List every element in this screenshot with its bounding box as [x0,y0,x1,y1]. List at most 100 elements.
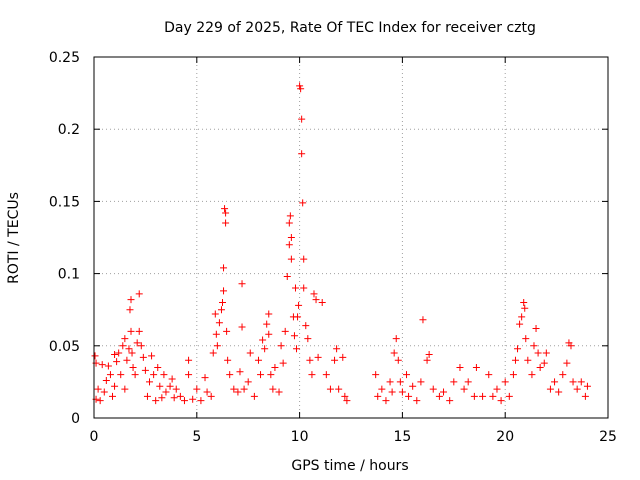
data-point [285,219,293,227]
data-point [290,332,298,340]
data-point [378,385,386,393]
data-point [294,313,302,321]
data-point [287,234,295,241]
data-point [396,378,404,386]
data-point [331,356,339,364]
data-point [497,397,505,405]
data-point [435,392,443,400]
data-point [211,310,219,318]
data-point [388,388,396,396]
data-point [222,209,230,217]
data-point [573,385,581,393]
data-point [299,199,307,207]
data-point [372,371,380,379]
data-point [302,322,310,330]
data-point [285,241,293,249]
data-point [176,392,184,400]
data-point [296,82,304,90]
data-point [126,306,134,314]
data-point [417,378,425,386]
data-point [185,371,193,379]
x-tick-label: 0 [90,429,99,445]
data-point [146,378,154,386]
data-point [386,378,394,386]
data-point [374,392,382,400]
data-point [287,255,295,263]
data-point [405,392,413,400]
data-point [520,298,528,306]
data-point [479,392,487,400]
data-point [123,356,131,364]
data-point [201,374,209,382]
data-point [333,345,341,353]
data-point [98,361,106,369]
data-point [219,298,226,306]
data-point [403,371,411,379]
y-tick-label: 0.2 [58,122,80,138]
data-point [102,376,110,384]
data-point [277,342,285,350]
x-tick-label: 20 [496,429,514,445]
data-point [125,345,133,353]
data-point [546,385,554,393]
data-point [390,349,398,357]
data-point [137,342,145,350]
data-point [234,388,242,396]
data-point [269,385,277,393]
data-point [224,356,232,364]
data-point [470,392,478,400]
y-tick-label: 0.15 [49,194,80,210]
data-point [551,378,559,386]
data-point [419,316,427,324]
data-point [283,272,291,280]
data-point [168,375,176,383]
data-point [450,378,458,386]
data-point [409,382,417,390]
data-point [308,371,316,379]
data-point [511,356,519,364]
y-tick-label: 0 [71,411,80,427]
x-tick-label: 25 [599,429,617,445]
data-point [306,356,314,364]
data-point [240,385,248,393]
data-point [521,304,529,312]
data-point [203,388,211,396]
data-point [394,356,402,364]
grid [94,57,608,418]
data-point [489,392,497,400]
data-point [106,371,114,379]
data-point [524,356,532,364]
data-point [135,327,143,335]
data-point [286,212,294,220]
data-point [94,385,102,393]
data-point [304,335,312,343]
data-point [170,394,178,402]
data-point [297,85,305,93]
data-point [189,395,197,403]
data-points [91,82,591,405]
data-point [300,255,308,263]
y-tick-label: 0.05 [49,339,80,355]
data-point [150,371,158,379]
data-point [341,392,349,400]
data-point [528,371,536,379]
data-point [91,352,99,360]
data-point [460,385,468,393]
data-point [505,392,513,400]
data-point [158,394,166,402]
data-point [156,382,164,390]
data-point [440,388,448,396]
data-point [217,306,225,314]
data-point [128,349,136,357]
data-point [193,385,201,393]
data-point [281,327,289,335]
data-point [139,353,147,361]
data-point [133,339,141,347]
data-point [215,319,223,327]
data-point [522,335,530,343]
data-point [540,359,548,367]
data-point [563,359,571,367]
data-point [213,342,221,350]
data-point [501,378,509,386]
